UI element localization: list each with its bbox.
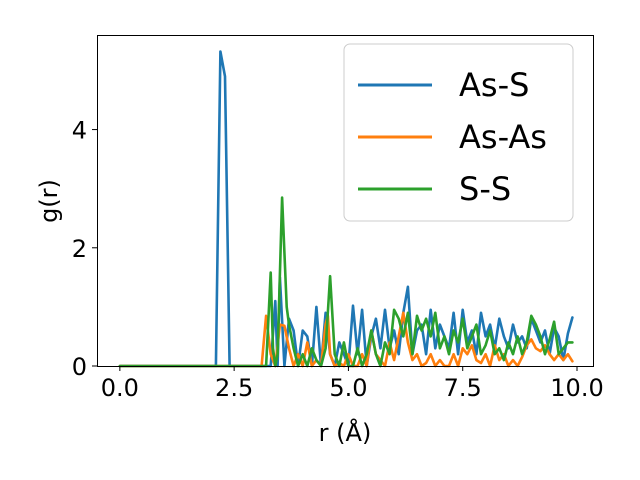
legend-label-as-as: As-As: [459, 118, 547, 156]
plot-frame: [97, 35, 594, 367]
x-axis-label: r (Å): [319, 418, 372, 447]
legend-label-as-s: As-S: [459, 66, 529, 104]
y-tick-label: 2: [72, 235, 87, 263]
legend-entries: As-S As-As S-S: [358, 66, 547, 208]
y-tick-label: 4: [72, 117, 87, 145]
y-axis-label: g(r): [35, 179, 63, 223]
y-tick-label: 0: [72, 353, 87, 381]
legend: As-S As-As S-S: [343, 43, 574, 222]
legend-box: [343, 43, 574, 222]
x-tick-label: 7.5: [444, 374, 482, 402]
x-tick-label: 10.0: [550, 374, 603, 402]
x-tick-label: 5.0: [329, 374, 367, 402]
series-line-s-s: [118, 196, 574, 368]
y-axis-ticks: 0 2 4: [72, 117, 97, 381]
legend-label-s-s: S-S: [459, 170, 511, 208]
x-tick-label: 0.0: [101, 374, 139, 402]
x-tick-label: 2.5: [215, 374, 253, 402]
x-axis-ticks: 0.0 2.5 5.0 7.5 10.0: [101, 366, 604, 402]
